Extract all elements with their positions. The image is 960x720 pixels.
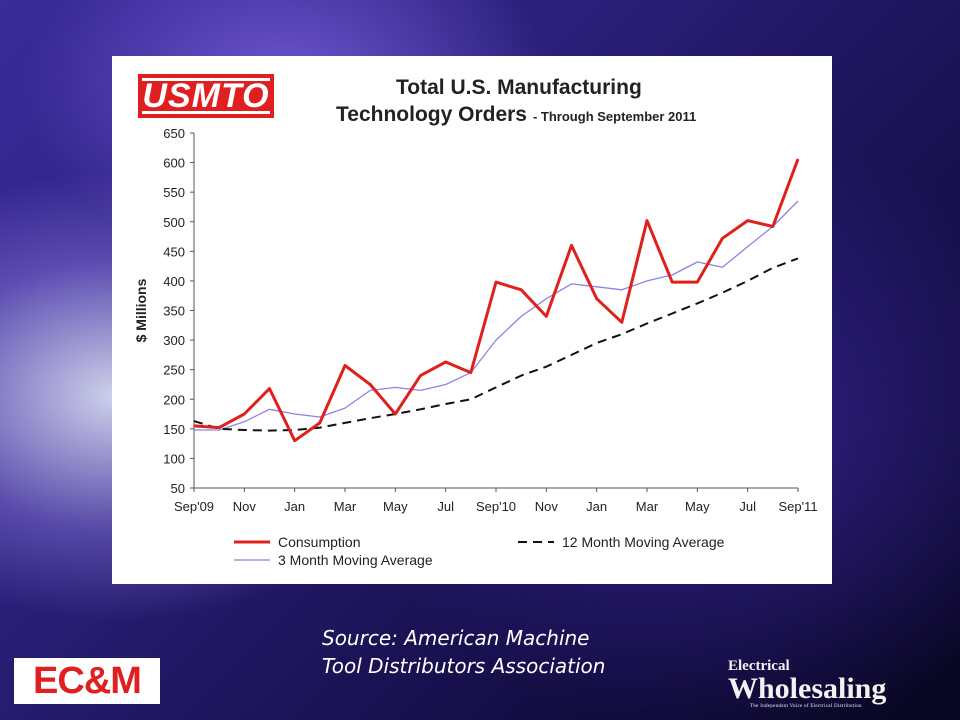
x-tick-label: Sep'09 [174, 499, 214, 514]
source-line-1: Source: American Machine [322, 626, 590, 650]
y-tick-label: 50 [171, 481, 185, 496]
ew-logo-tagline: The Independent Voice of Electrical Dist… [750, 704, 862, 709]
x-tick-label: May [383, 499, 408, 514]
series-line-consumption [193, 158, 800, 443]
y-tick-label: 650 [163, 126, 185, 141]
y-tick-label: 450 [163, 244, 185, 259]
y-tick-label: 200 [163, 392, 185, 407]
y-tick-label: 400 [163, 274, 185, 289]
x-tick-label: Jul [739, 499, 756, 514]
chart-title: Total U.S. Manufacturing Technology Orde… [336, 74, 796, 130]
ew-logo-line2: Wholesaling [728, 672, 887, 705]
legend-label: 3 Month Moving Average [278, 552, 433, 568]
x-tick-label: Nov [535, 499, 559, 514]
x-tick-label: Mar [636, 499, 659, 514]
y-tick-label: 550 [163, 185, 185, 200]
electrical-wholesaling-logo: Electrical Wholesaling The Independent V… [728, 658, 898, 709]
x-tick-label: Sep'10 [476, 499, 516, 514]
series-line-12-month-moving-average [193, 257, 799, 432]
ecm-logo-text: EC&M [33, 659, 142, 702]
x-tick-label: Jan [586, 499, 607, 514]
usmto-logo: USMTO [138, 74, 274, 118]
y-tick-label: 250 [163, 363, 185, 378]
y-axis-label: $ Millions [133, 278, 149, 342]
y-tick-label: 100 [163, 451, 185, 466]
legend-label: 12 Month Moving Average [562, 534, 725, 550]
source-line-2: Tool Distributors Association [322, 654, 606, 678]
y-tick-label: 300 [163, 333, 185, 348]
x-tick-label: Nov [233, 499, 257, 514]
y-tick-label: 600 [163, 156, 185, 171]
ew-logo-line1: Electrical [728, 658, 790, 674]
chart-title-line1: Total U.S. Manufacturing [396, 76, 642, 99]
x-tick-label: Mar [334, 499, 357, 514]
x-tick-label: Jan [284, 499, 305, 514]
usmto-logo-text: USMTO [142, 77, 270, 115]
y-tick-label: 500 [163, 215, 185, 230]
chart-panel: USMTO Total U.S. Manufacturing Technolog… [112, 56, 832, 584]
legend-label: Consumption [278, 534, 361, 550]
x-tick-label: Jul [437, 499, 454, 514]
x-tick-label: Sep'11 [778, 499, 817, 514]
x-tick-label: May [685, 499, 710, 514]
source-citation: Source: American Machine Tool Distributo… [322, 624, 605, 680]
y-tick-label: 350 [163, 304, 185, 319]
line-chart: 50 100 150 200 250 300 350 400 450 500 550 600 650 Se… [133, 126, 818, 568]
chart-title-line2: Technology Orders [336, 103, 527, 126]
ecm-logo: EC&M [14, 658, 160, 704]
series-line-3-month-moving-average [194, 200, 799, 431]
chart-subtitle: - Through September 2011 [532, 109, 697, 124]
y-tick-label: 150 [163, 422, 185, 437]
